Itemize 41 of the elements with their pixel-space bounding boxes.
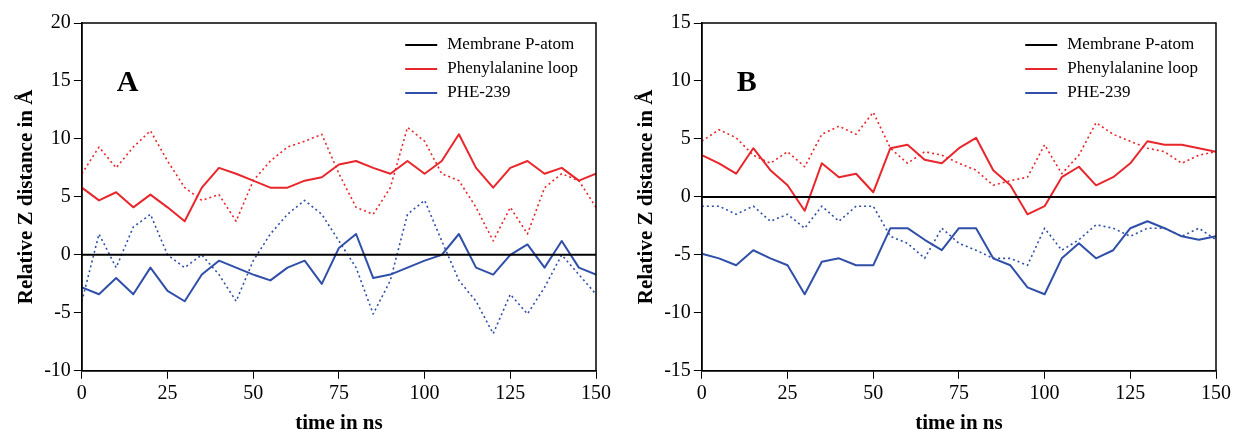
y-tick-label: 10 [670, 68, 691, 91]
x-tick-label: 150 [1201, 381, 1231, 404]
legend-label: Membrane P-atom [1067, 34, 1195, 54]
y-axis-title: Relative Z distance in Å [633, 88, 658, 305]
y-tick-label: -15 [664, 358, 691, 381]
x-tick-label: 0 [76, 381, 87, 404]
y-tick-label: -10 [44, 358, 71, 381]
x-axis-title: time in ns [915, 409, 1003, 434]
x-tick-label: 50 [863, 381, 884, 404]
x-tick-label: 0 [696, 381, 707, 404]
y-tick-label: 15 [670, 10, 691, 33]
x-tick-label: 50 [243, 381, 264, 404]
legend-label: PHE-239 [1067, 82, 1131, 102]
x-tick-label: 125 [1115, 381, 1146, 404]
legend-label: PHE-239 [447, 82, 511, 102]
y-tick-label: 5 [60, 184, 71, 207]
y-tick-label: 10 [50, 126, 71, 149]
x-tick-label: 100 [1029, 381, 1060, 404]
x-tick-label: 125 [495, 381, 526, 404]
y-tick-label: -10 [664, 300, 691, 323]
y-tick-label: 0 [60, 242, 71, 265]
x-tick-label: 25 [157, 381, 178, 404]
y-tick-label: 5 [680, 126, 691, 149]
x-tick-label: 25 [777, 381, 798, 404]
x-tick-label: 75 [948, 381, 969, 404]
legend-label: Membrane P-atom [447, 34, 575, 54]
annotation: A [116, 63, 139, 97]
y-tick-label: 20 [50, 10, 71, 33]
line-series [81, 126, 596, 242]
y-tick-label: 15 [50, 68, 71, 91]
x-tick-label: 75 [328, 381, 349, 404]
x-tick-label: 150 [581, 381, 611, 404]
legend-label: Phenylalanine loop [447, 58, 578, 78]
legend-label: Phenylalanine loop [1067, 58, 1198, 78]
x-axis-title: time in ns [295, 409, 383, 434]
y-axis-title: Relative Z distance in Å [13, 88, 38, 305]
x-tick-label: 100 [409, 381, 440, 404]
y-tick-label: -5 [54, 300, 71, 323]
annotation: B [736, 63, 757, 97]
y-tick-label: -5 [674, 242, 691, 265]
y-tick-label: 0 [680, 184, 691, 207]
